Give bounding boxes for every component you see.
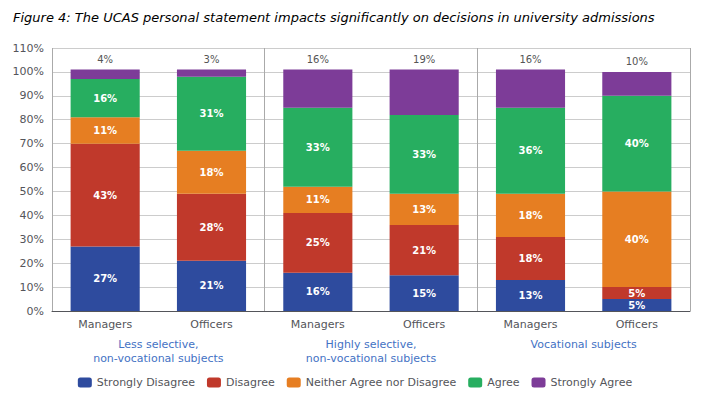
svg-text:18%: 18% (519, 210, 543, 221)
svg-text:non-vocational subjects: non-vocational subjects (306, 352, 437, 365)
svg-text:80%: 80% (20, 113, 44, 126)
svg-text:Officers: Officers (190, 318, 233, 331)
svg-text:28%: 28% (200, 222, 224, 233)
svg-text:30%: 30% (20, 233, 44, 246)
svg-text:Less selective,: Less selective, (118, 338, 198, 351)
svg-text:43%: 43% (93, 190, 117, 201)
svg-text:40%: 40% (625, 234, 649, 245)
svg-text:16%: 16% (93, 93, 117, 104)
svg-text:50%: 50% (20, 185, 44, 198)
svg-text:non-vocational subjects: non-vocational subjects (93, 352, 224, 365)
svg-text:70%: 70% (20, 137, 44, 150)
svg-text:16%: 16% (306, 286, 330, 297)
svg-text:Highly selective,: Highly selective, (326, 338, 417, 351)
svg-text:110%: 110% (13, 42, 44, 55)
svg-text:Figure 4: The UCAS personal st: Figure 4: The UCAS personal statement im… (13, 10, 655, 25)
svg-text:40%: 40% (20, 209, 44, 222)
svg-text:11%: 11% (306, 194, 330, 205)
svg-text:Managers: Managers (78, 318, 132, 331)
svg-text:5%: 5% (628, 300, 645, 311)
svg-text:31%: 31% (200, 108, 224, 119)
svg-text:Officers: Officers (616, 318, 659, 331)
svg-text:5%: 5% (628, 288, 645, 299)
svg-text:20%: 20% (20, 257, 44, 270)
svg-text:60%: 60% (20, 161, 44, 174)
svg-text:10%: 10% (20, 281, 44, 294)
svg-text:Strongly Agree: Strongly Agree (551, 376, 633, 389)
svg-text:27%: 27% (93, 273, 117, 284)
svg-text:Neither Agree nor Disagree: Neither Agree nor Disagree (306, 376, 457, 389)
svg-text:18%: 18% (200, 167, 224, 178)
svg-text:36%: 36% (519, 145, 543, 156)
svg-text:4%: 4% (97, 54, 113, 65)
svg-text:21%: 21% (200, 280, 224, 291)
svg-text:33%: 33% (306, 142, 330, 153)
svg-text:10%: 10% (626, 56, 648, 67)
svg-text:15%: 15% (412, 288, 436, 299)
svg-text:Agree: Agree (487, 376, 520, 389)
svg-text:90%: 90% (20, 89, 44, 102)
svg-text:25%: 25% (306, 237, 330, 248)
svg-text:18%: 18% (519, 253, 543, 264)
svg-text:33%: 33% (412, 149, 436, 160)
svg-text:16%: 16% (519, 54, 541, 65)
svg-text:19%: 19% (413, 54, 435, 65)
svg-text:13%: 13% (412, 204, 436, 215)
svg-text:Disagree: Disagree (226, 376, 275, 389)
svg-text:Vocational subjects: Vocational subjects (531, 338, 637, 351)
svg-text:40%: 40% (625, 138, 649, 149)
svg-text:Managers: Managers (504, 318, 558, 331)
svg-text:11%: 11% (93, 125, 117, 136)
svg-text:16%: 16% (307, 54, 329, 65)
svg-text:Managers: Managers (291, 318, 345, 331)
svg-text:21%: 21% (412, 245, 436, 256)
svg-text:13%: 13% (519, 290, 543, 301)
svg-text:Officers: Officers (403, 318, 446, 331)
svg-text:0%: 0% (27, 305, 44, 318)
svg-text:3%: 3% (204, 54, 220, 65)
svg-text:Strongly Disagree: Strongly Disagree (97, 376, 195, 389)
svg-text:100%: 100% (13, 65, 44, 78)
